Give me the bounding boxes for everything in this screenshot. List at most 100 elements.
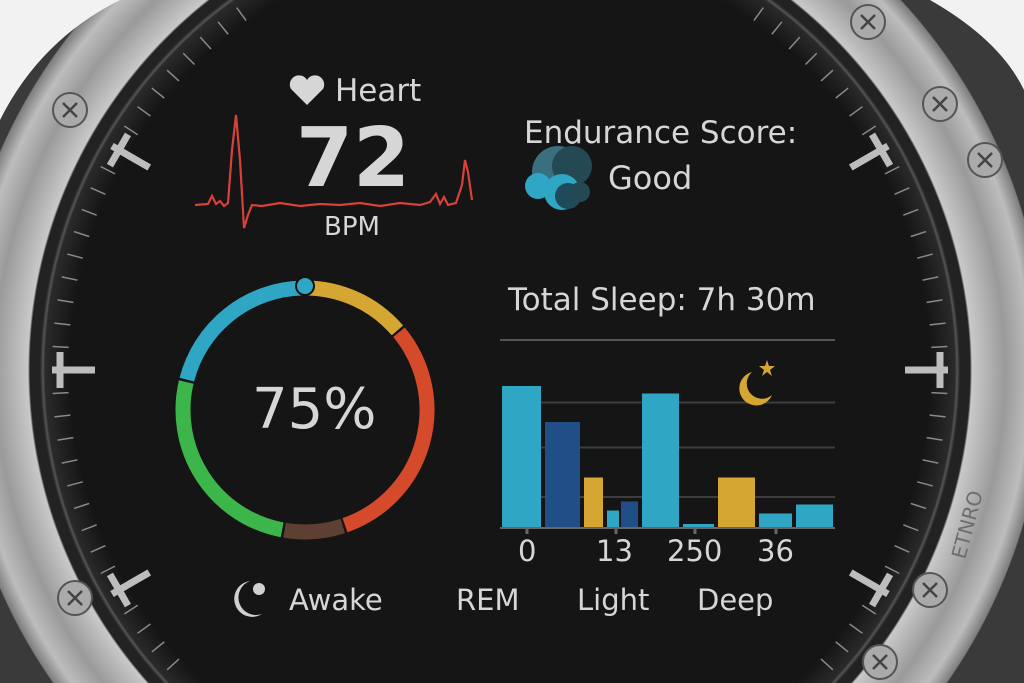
minute-tick [61, 459, 78, 464]
minute-tick [849, 106, 863, 117]
screw-icon [967, 142, 1003, 178]
screw-icon [57, 580, 93, 616]
minute-tick [73, 502, 90, 510]
minute-tick [929, 414, 946, 418]
endurance-label: Endurance Score: [524, 115, 798, 151]
minute-tick [100, 165, 116, 175]
heart-label: Heart [335, 73, 422, 109]
sleep-bar [759, 513, 792, 527]
minute-tick [166, 69, 180, 82]
sleep-bar [607, 510, 619, 527]
ecg-line [194, 114, 474, 229]
minute-tick [903, 208, 919, 216]
minute-tick [100, 565, 116, 575]
ring-segment [179, 280, 303, 382]
heart-icon [289, 75, 325, 105]
bezel-brand: ETNRO [947, 488, 988, 561]
minute-tick [90, 187, 106, 195]
minute-tick [884, 165, 900, 175]
minute-tick [931, 391, 948, 395]
minute-tick [929, 322, 946, 326]
tick-label: 250 [667, 534, 723, 568]
background-corner [930, 0, 1024, 90]
screw-icon [52, 92, 88, 128]
minute-tick [81, 524, 97, 532]
hour-marker-bar [869, 132, 894, 168]
tick-label: 0 [518, 534, 537, 568]
sleep-bar [642, 393, 679, 527]
sleep-bar [621, 501, 638, 527]
minute-tick [926, 299, 943, 304]
minute-tick [910, 230, 927, 238]
minute-tick [922, 276, 939, 281]
ring-segment [342, 327, 435, 533]
hour-marker-bar [106, 572, 131, 608]
minute-tick [54, 322, 71, 326]
sleep-score-value: 75% [252, 377, 377, 442]
minute-tick [926, 436, 943, 441]
minute-tick [182, 52, 196, 66]
minute-tick [917, 481, 933, 487]
sleep-awake-icon [234, 581, 265, 617]
minute-tick [771, 21, 783, 35]
screw-icon [862, 644, 898, 680]
legend-awake: Awake [289, 583, 383, 617]
minute-tick [894, 545, 910, 553]
minute-tick [54, 414, 71, 418]
total-sleep-title: Total Sleep: 7h 30m [508, 282, 816, 318]
minute-tick [861, 125, 877, 136]
heart-rate-value: 72 [296, 111, 411, 206]
ring-segment [283, 518, 346, 540]
minute-tick [931, 345, 948, 349]
minute-tick [835, 87, 849, 99]
minute-tick [236, 7, 247, 21]
background-corner [0, 0, 120, 120]
moon-star-icon [739, 360, 775, 406]
ring-segment [304, 280, 404, 336]
minute-tick [217, 21, 229, 35]
minute-tick [788, 36, 801, 50]
screw-icon [922, 86, 958, 122]
tick-label: 13 [596, 534, 633, 568]
minute-tick [52, 391, 69, 395]
endurance-cloud-icon [525, 146, 592, 210]
minute-tick [52, 345, 69, 349]
hour-marker-bar [869, 572, 894, 608]
minute-tick [61, 276, 78, 281]
minute-tick [151, 87, 165, 99]
minute-tick [57, 436, 74, 441]
minute-tick [90, 545, 106, 553]
minute-tick [835, 641, 849, 653]
minute-tick [67, 481, 83, 487]
sleep-bar-chart [500, 386, 835, 534]
heart-rate-unit: BPM [324, 212, 380, 242]
sleep-bar [718, 477, 755, 527]
legend-rem: REM [456, 583, 520, 617]
minute-tick [57, 299, 74, 304]
minute-tick [753, 7, 764, 21]
ring-segment [175, 380, 284, 538]
screw-icon [912, 572, 948, 608]
minute-tick [922, 459, 939, 464]
minute-tick [199, 36, 212, 50]
minute-tick [123, 125, 139, 136]
minute-tick [820, 69, 834, 82]
legend-deep: Deep [697, 583, 774, 617]
minute-tick [73, 230, 90, 238]
hour-marker-bar [106, 132, 131, 168]
minute-tick [910, 502, 927, 510]
minute-tick [804, 52, 818, 66]
sleep-bar [584, 477, 603, 527]
screw-icon [850, 4, 886, 40]
minute-tick [917, 253, 933, 259]
minute-tick [151, 641, 165, 653]
tick-label: 36 [757, 534, 794, 568]
minute-tick [67, 253, 83, 259]
sleep-bar [545, 422, 580, 527]
endurance-value: Good [608, 159, 693, 197]
minute-tick [884, 565, 900, 575]
minute-tick [137, 623, 151, 634]
minute-tick [894, 187, 910, 195]
sleep-bar [683, 524, 714, 527]
